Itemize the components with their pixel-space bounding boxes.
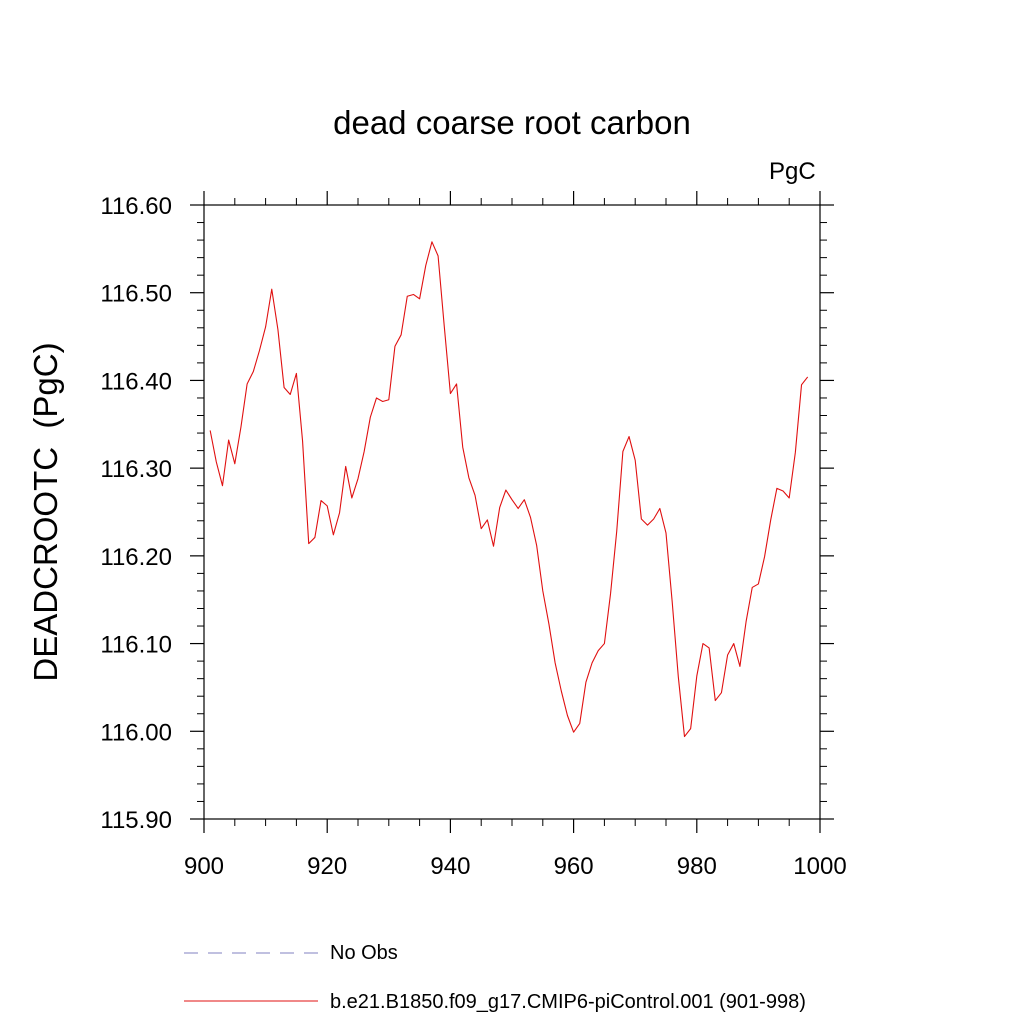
major-ticks — [190, 191, 834, 833]
minor-ticks — [197, 198, 827, 826]
x-tick-label: 1000 — [793, 853, 846, 880]
series-line-1 — [209, 241, 809, 738]
tick-labels: 900 920 940 960 980 1000 116.60 116.50 116.40 116… — [100, 193, 846, 880]
x-tick-label: 900 — [184, 853, 224, 880]
x-tick-label: 980 — [677, 853, 717, 880]
y-tick-label: 116.10 — [100, 632, 172, 659]
y-tick-label: 116.30 — [100, 456, 172, 483]
units-label: PgC — [769, 158, 816, 185]
series-layer — [209, 241, 809, 738]
y-tick-label: 116.00 — [100, 719, 172, 746]
legend-label-no-obs: No Obs — [330, 942, 398, 964]
y-tick-label: 116.60 — [100, 193, 172, 220]
y-axis-label: DEADCROOTC (PgC) — [27, 342, 64, 682]
y-tick-label: 116.40 — [100, 368, 172, 395]
plot-frame — [203, 204, 821, 820]
chart-title: dead coarse root carbon — [333, 104, 691, 141]
y-tick-label: 116.50 — [100, 281, 172, 308]
y-tick-label: 116.20 — [100, 544, 172, 571]
x-tick-label: 940 — [430, 853, 470, 880]
legend-label-control-run: b.e21.B1850.f09_g17.CMIP6-piControl.001 … — [330, 991, 806, 1013]
y-tick-label: 115.90 — [100, 807, 172, 834]
x-tick-label: 960 — [554, 853, 594, 880]
x-tick-label: 920 — [307, 853, 347, 880]
